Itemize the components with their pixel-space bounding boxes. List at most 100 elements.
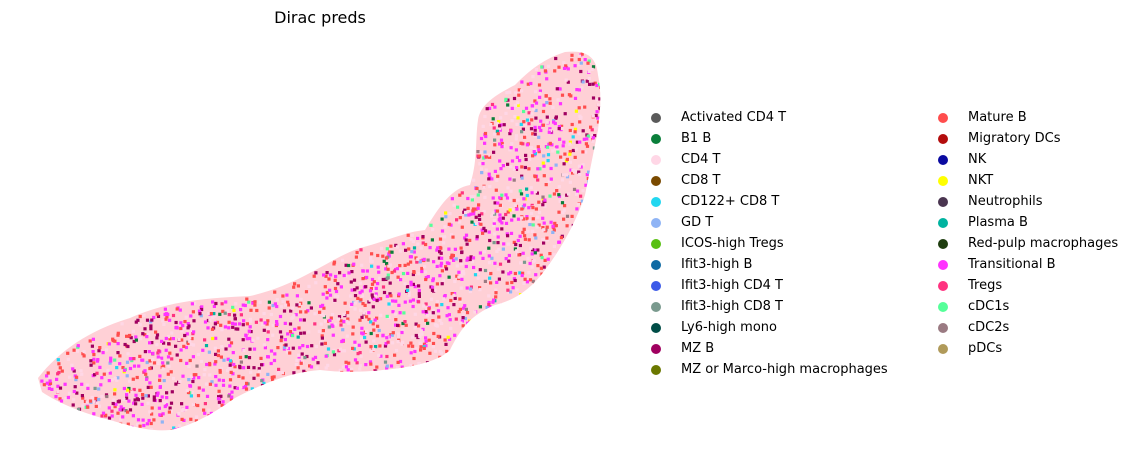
cell-point: [90, 395, 94, 400]
cell-point: [552, 192, 556, 196]
legend-marker: [938, 175, 948, 186]
cell-point: [533, 125, 537, 129]
cell-point: [347, 271, 351, 275]
cell-point: [449, 233, 454, 237]
cell-point: [180, 338, 184, 342]
cell-point: [323, 319, 328, 323]
cell-point: [363, 335, 367, 340]
cell-point: [521, 251, 525, 255]
cell-point: [281, 299, 285, 304]
cell-point: [377, 270, 381, 274]
cell-point: [435, 299, 439, 304]
cell-point: [571, 168, 575, 172]
cell-point: [406, 271, 410, 275]
cell-point: [50, 387, 54, 391]
cell-point: [507, 259, 511, 263]
cell-point: [170, 429, 174, 431]
cell-point: [533, 132, 537, 136]
cell-point: [440, 321, 444, 326]
legend-marker: [651, 154, 661, 165]
cell-point: [186, 341, 190, 345]
cell-point: [449, 256, 453, 260]
cell-point: [506, 242, 510, 246]
cell-point: [419, 345, 423, 349]
cell-point: [428, 246, 432, 250]
cell-point: [540, 256, 544, 260]
cell-point: [385, 366, 389, 370]
cell-point: [233, 313, 237, 317]
cell-point: [244, 355, 248, 359]
cell-point: [530, 112, 534, 116]
cell-point: [382, 290, 387, 295]
cell-point: [430, 288, 435, 292]
cell-point: [134, 338, 138, 342]
cell-point: [143, 333, 147, 337]
cell-point: [92, 357, 96, 361]
cell-point: [545, 120, 549, 124]
cell-point: [214, 352, 218, 356]
cell-point: [563, 112, 567, 116]
cell-point: [231, 372, 235, 376]
cell-point: [510, 218, 514, 222]
cell-point: [333, 298, 337, 302]
legend-marker: [651, 343, 661, 354]
cell-point: [227, 313, 231, 317]
cell-point: [85, 400, 89, 404]
cell-point: [505, 232, 509, 236]
cell-point: [286, 346, 290, 351]
cell-point: [219, 323, 223, 327]
cell-point: [487, 261, 492, 265]
cell-point: [431, 279, 435, 283]
cell-point: [130, 390, 134, 394]
cell-point: [493, 105, 497, 109]
cell-point: [248, 336, 252, 341]
cell-point: [314, 271, 318, 275]
cell-point: [513, 203, 517, 208]
cell-point: [551, 105, 555, 109]
legend-label: pDCs: [968, 341, 1003, 356]
cell-point: [407, 293, 411, 297]
cell-point: [504, 111, 508, 115]
cell-point: [208, 361, 212, 366]
cell-point: [376, 253, 380, 258]
cell-point: [473, 310, 477, 314]
cell-point: [495, 178, 499, 182]
cell-point: [488, 184, 492, 189]
cell-point: [513, 271, 517, 276]
cell-point: [554, 224, 558, 228]
cell-point: [202, 373, 206, 377]
cell-point: [479, 167, 483, 171]
cell-point: [244, 384, 248, 389]
cell-point: [100, 394, 104, 399]
cell-point: [433, 288, 437, 292]
cell-point: [119, 422, 123, 426]
cell-point: [135, 375, 139, 380]
cell-point: [172, 426, 176, 430]
cell-point: [114, 402, 118, 406]
cell-point: [166, 355, 171, 359]
cell-point: [492, 241, 496, 245]
cell-point: [150, 318, 154, 322]
cell-point: [510, 119, 514, 123]
legend-label: NK: [968, 152, 987, 167]
cell-point: [529, 246, 533, 250]
cell-point: [242, 348, 246, 352]
cell-point: [233, 317, 237, 321]
cell-point: [160, 339, 164, 343]
cell-point: [271, 377, 275, 382]
cell-point: [378, 344, 382, 348]
cell-point: [157, 406, 161, 410]
cell-point: [328, 318, 332, 323]
cell-point: [389, 294, 393, 298]
cell-point: [174, 326, 178, 330]
cell-point: [435, 264, 439, 268]
cell-point: [336, 295, 340, 299]
cell-point: [450, 197, 454, 201]
legend-label: Ifit3-high CD8 T: [681, 299, 783, 314]
cell-point: [545, 101, 549, 105]
cell-point: [85, 383, 89, 387]
cell-point: [324, 274, 328, 278]
cell-point: [269, 349, 274, 353]
cell-point: [192, 319, 196, 323]
cell-point: [110, 409, 114, 413]
